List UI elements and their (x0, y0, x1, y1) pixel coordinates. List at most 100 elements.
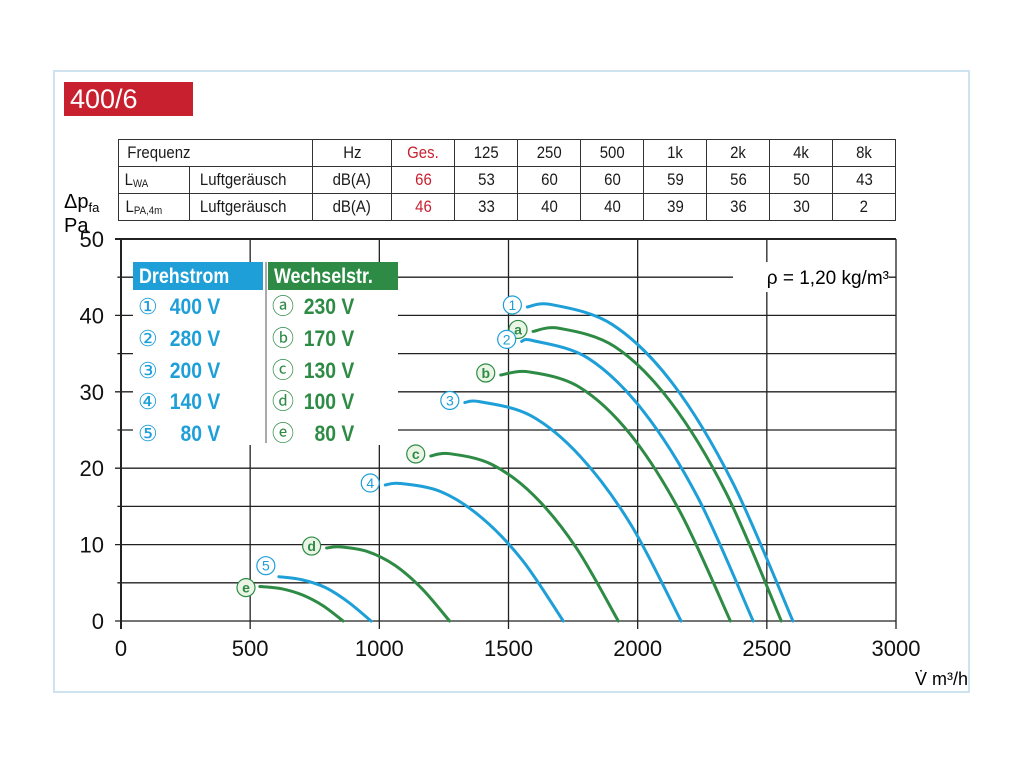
cell-value: 43 (855, 170, 873, 189)
legend-symbol: ③ (138, 357, 158, 383)
legend-symbol: ⓓ (272, 389, 295, 415)
legend-label: 230 V (303, 294, 355, 319)
tick-labels: 0 500 1000 1500 2000 2500 3000 0 10 20 30 40 50 (80, 227, 921, 661)
curves (258, 302, 795, 623)
x-tick-label: 3000 (872, 636, 921, 661)
cell-value: 40 (603, 197, 621, 216)
legend-label: 140 V (169, 389, 221, 415)
x-tick-label: 1000 (355, 636, 404, 661)
density-annotation: ρ = 1,20 kg/m³ (767, 268, 889, 289)
y-tick-label: 30 (80, 380, 104, 405)
label-circle-icon (236, 578, 256, 598)
legend-item: ⓒ 130 V (272, 357, 362, 385)
legend-symbol: ⓒ (272, 357, 295, 383)
cell-value: 30 (792, 197, 810, 216)
chart-frame (53, 70, 970, 693)
legend-label: 130 V (303, 357, 355, 383)
curve-label-4: 4 (360, 473, 380, 493)
legend-item: ④ 140 V (138, 388, 228, 416)
cell-value: 39 (666, 197, 684, 216)
x-axis-label: V̇ m³/h (915, 669, 968, 689)
legend-title-drehstrom: Drehstrom (133, 262, 263, 290)
header-hz: Hz (342, 143, 362, 162)
label-circle-icon (440, 390, 460, 411)
header-frequenz: Frequenz (127, 143, 191, 162)
header-250: 250 (536, 143, 562, 162)
legend-symbol: ⓔ (272, 421, 295, 447)
legend-symbol: ② (138, 325, 158, 351)
x-tick-label: 1500 (484, 636, 533, 661)
x-tick-label: 2000 (613, 636, 662, 661)
cell-value: 2 (859, 197, 869, 216)
label-text: 1 (508, 297, 516, 313)
legend-label: 400 V (169, 294, 221, 319)
label-text: 4 (366, 475, 374, 491)
label-circle-icon (406, 444, 426, 464)
curve-b (499, 369, 732, 623)
legend-item: ⓐ 230 V (272, 293, 362, 321)
label-text: 5 (262, 558, 270, 574)
curve-4 (383, 481, 565, 623)
y-axis-label: Δpfa (64, 191, 100, 215)
label-text: c (412, 446, 420, 462)
label-text: d (307, 538, 316, 554)
curve-c (429, 451, 620, 623)
curve-e (258, 584, 345, 623)
row-label: Luftgeräusch (199, 197, 287, 216)
model-badge: 400/6 (64, 82, 193, 116)
header-500: 500 (599, 143, 625, 162)
curve-labels: 1 a2 b 3 c 4 d 5e (236, 295, 528, 598)
annotation-background (733, 262, 889, 292)
legend-label: 280 V (169, 325, 221, 351)
label-circle-icon (476, 363, 496, 383)
legend-symbol: ⑤ (138, 421, 158, 447)
curve-label-3: 3 (440, 390, 460, 411)
label-circle-icon (360, 473, 380, 493)
legend-item: ⓑ 170 V (272, 325, 362, 353)
legend-title-wechselstrom: Wechselstr. (268, 262, 398, 290)
legend-item: ⑤ 80 V (138, 420, 228, 448)
cell-value: 56 (729, 170, 747, 189)
label-text: 2 (503, 331, 511, 347)
curve-a (531, 326, 783, 623)
table-row-lpa: LPA,4m Luftgeräusch dB(A) 46 33 40 40 39… (118, 193, 896, 221)
legend-item: ⓓ 100 V (272, 388, 362, 416)
cell-value: 36 (729, 197, 747, 216)
label-text: e (242, 580, 250, 596)
row-unit: dB(A) (332, 170, 372, 189)
y-tick-label: 0 (92, 609, 104, 634)
header-2k: 2k (730, 143, 746, 162)
curve-label-5: 5 (256, 556, 276, 576)
legend-label: 170 V (303, 325, 355, 351)
curve-2 (520, 338, 755, 623)
y-tick-label: 40 (80, 303, 104, 328)
row-symbol: L (125, 197, 134, 216)
cell-value: 53 (477, 170, 495, 189)
cell-value: 50 (792, 170, 810, 189)
legend-label: 100 V (303, 389, 355, 415)
cell-value: 40 (540, 197, 558, 216)
row-total: 66 (414, 170, 432, 189)
label-text: a (514, 321, 522, 337)
label-circle-icon (256, 556, 276, 576)
noise-table: Frequenz Hz Ges. 125 250 500 1k 2k 4k 8k… (118, 139, 896, 221)
header-125: 125 (473, 143, 499, 162)
legend-label: 200 V (169, 357, 221, 383)
legend-symbol: ① (138, 294, 158, 319)
y-tick-label: 50 (80, 227, 104, 252)
curve-5 (277, 575, 373, 623)
legend-symbol: ④ (138, 389, 158, 415)
legend-symbol: ⓑ (272, 325, 295, 351)
curve-1 (525, 302, 795, 623)
row-total: 46 (414, 197, 432, 216)
cell-value: 59 (666, 170, 684, 189)
header-1k: 1k (667, 143, 683, 162)
label-circle-icon (497, 329, 517, 349)
label-circle-icon (502, 295, 522, 315)
curve-label-b: b (476, 363, 496, 383)
label-circle-icon (302, 536, 322, 556)
row-unit: dB(A) (332, 197, 372, 216)
legend-item: ① 400 V (138, 293, 228, 321)
header-8k: 8k (856, 143, 872, 162)
